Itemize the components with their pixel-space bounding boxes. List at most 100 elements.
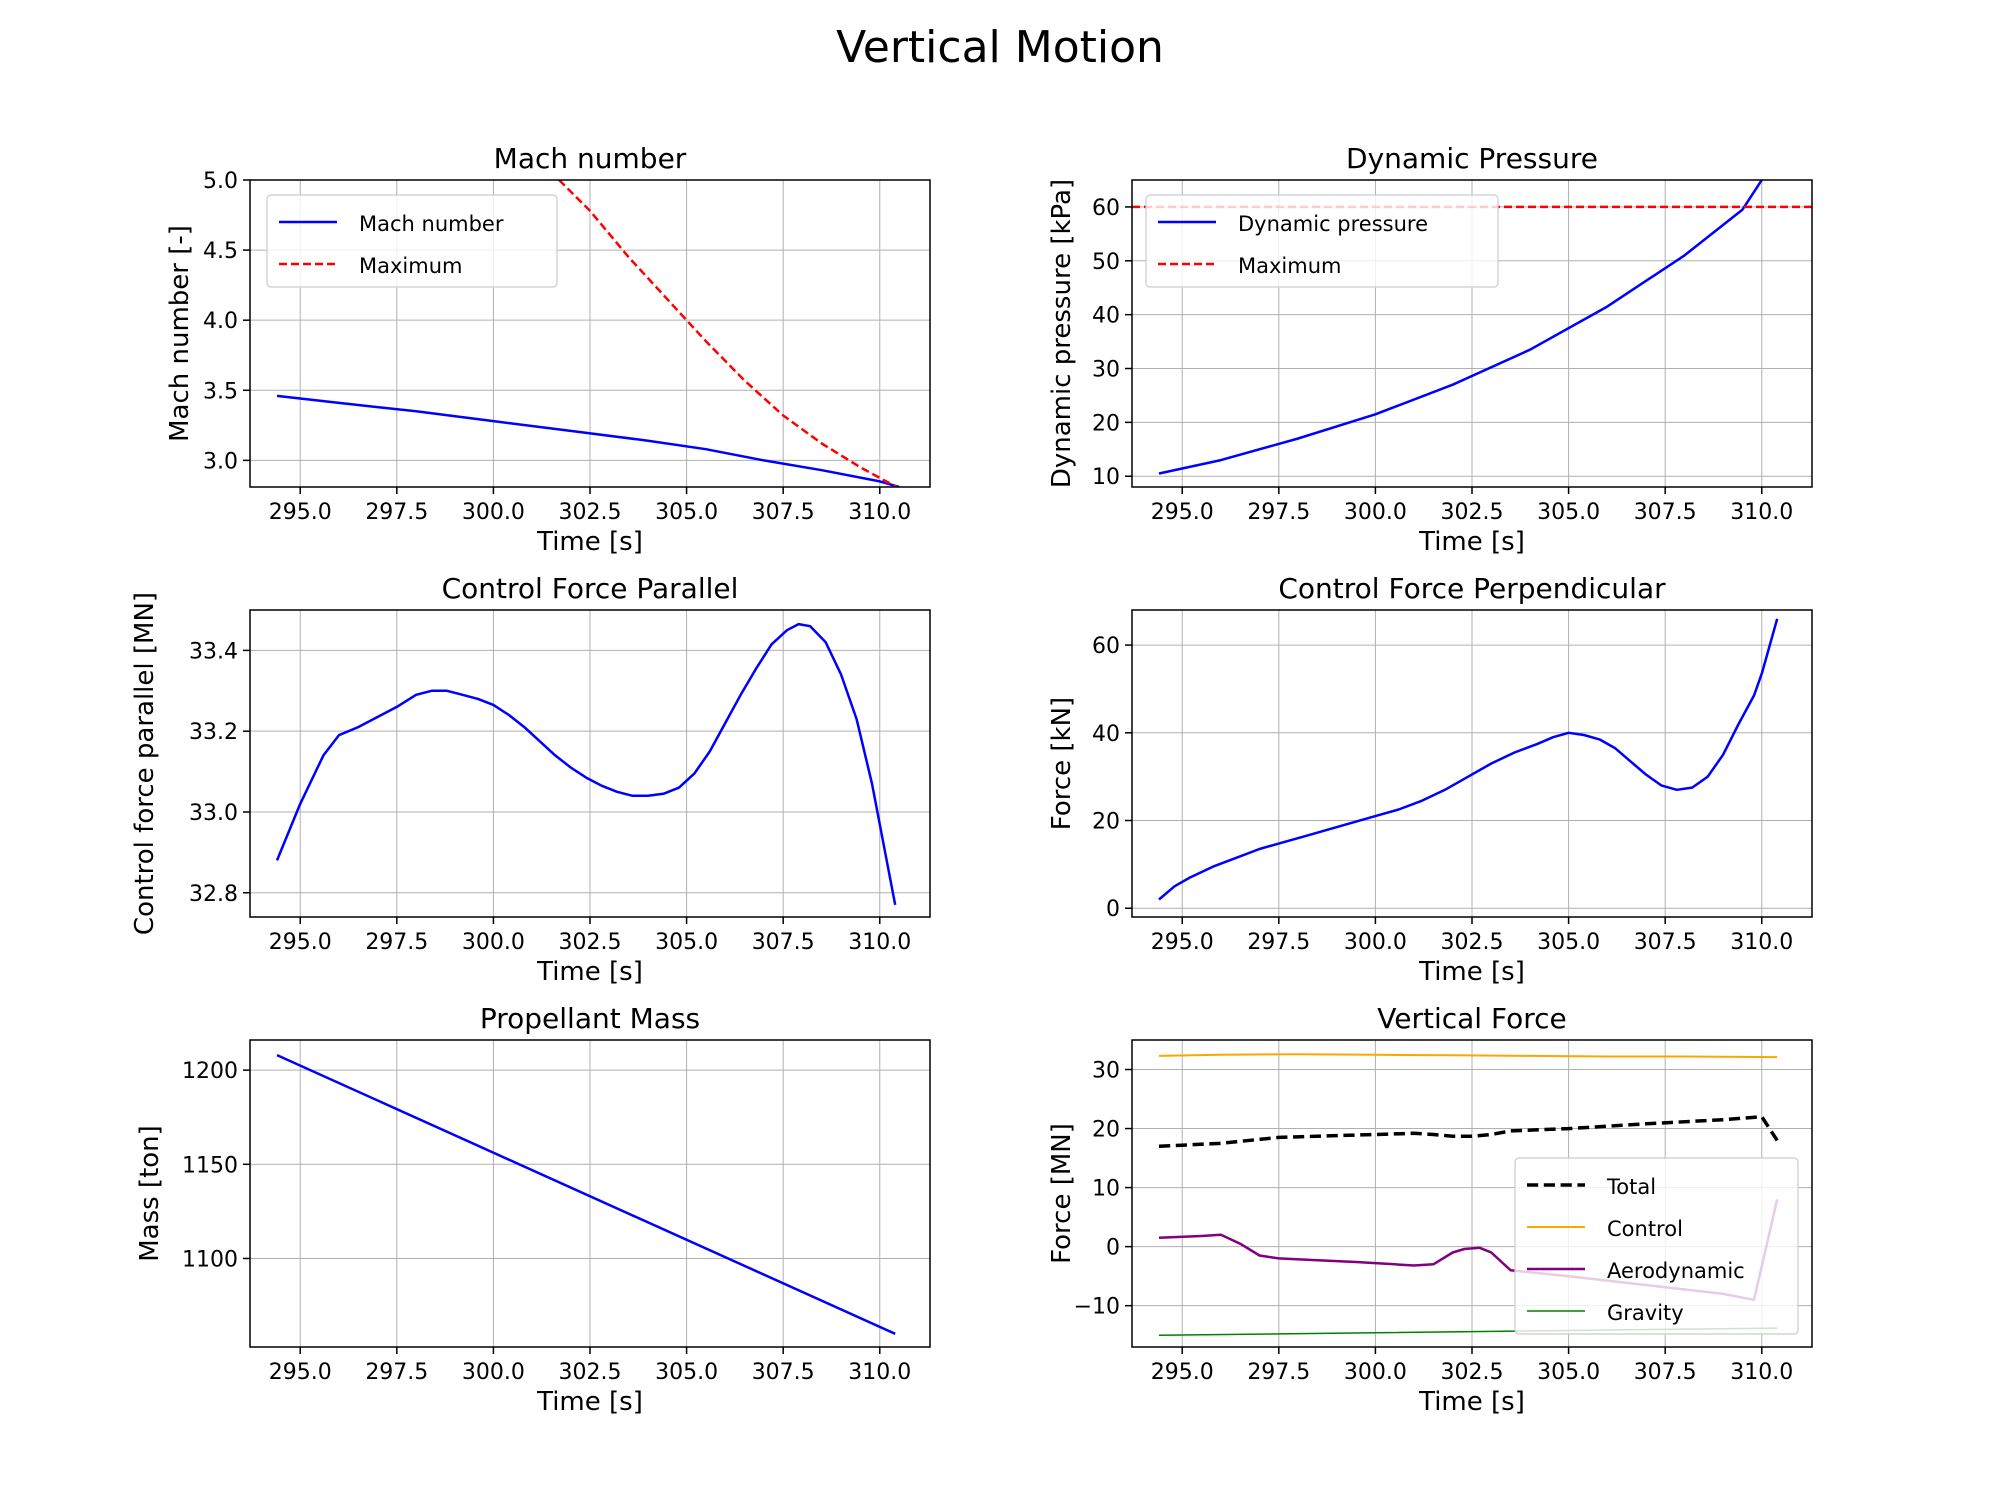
legend-box <box>1145 194 1499 288</box>
x-tick-label: 305.0 <box>1537 1360 1600 1385</box>
x-tick-label: 297.5 <box>365 930 428 955</box>
series-line-total <box>1158 1115 1779 1149</box>
y-tick-label: 50 <box>1092 250 1120 275</box>
x-axis-label: Time [s] <box>1418 527 1525 557</box>
x-tick-label: 300.0 <box>1344 500 1407 525</box>
y-tick-label: 10 <box>1092 465 1120 490</box>
y-tick-label: 32.8 <box>189 882 238 907</box>
panel-dynp: 295.0 297.5 300.0 302.5 305.0 307.5 310.0 10 20 3… <box>1047 142 1813 557</box>
subplot-title: Control Force Parallel <box>442 572 739 605</box>
x-tick-label: 297.5 <box>365 1360 428 1385</box>
legend: Total Control Aerodynamic Gravity <box>1514 1157 1799 1335</box>
legend-box <box>266 194 558 288</box>
legend: Dynamic pressure Maximum <box>1145 194 1499 288</box>
x-tick-label: 295.0 <box>269 1360 332 1385</box>
x-tick-label: 305.0 <box>655 930 718 955</box>
legend-label: Aerodynamic <box>1607 1259 1745 1283</box>
x-tick-label: 310.0 <box>1730 500 1793 525</box>
grid <box>250 610 930 917</box>
y-tick-label: 20 <box>1092 411 1120 436</box>
series-line-control <box>1158 1053 1778 1059</box>
x-axis-label: Time [s] <box>536 957 643 987</box>
x-tick-label: 307.5 <box>1634 500 1697 525</box>
x-axis-label: Time [s] <box>536 527 643 557</box>
y-tick-label: 1100 <box>182 1247 238 1272</box>
y-axis-label: Dynamic pressure [kPa] <box>1047 179 1077 488</box>
x-tick-label: 300.0 <box>462 1360 525 1385</box>
figure-title: Vertical Motion <box>836 22 1164 73</box>
x-tick-label: 307.5 <box>1634 930 1697 955</box>
x-tick-label: 310.0 <box>848 1360 911 1385</box>
y-tick-label: 5.0 <box>203 169 238 194</box>
grid <box>250 1040 930 1347</box>
y-tick-label: 30 <box>1092 1059 1120 1084</box>
y-tick-label: 33.0 <box>189 801 238 826</box>
y-tick-label: −10 <box>1074 1295 1120 1320</box>
y-axis-label: Force [MN] <box>1047 1123 1077 1264</box>
x-tick-label: 295.0 <box>269 930 332 955</box>
x-tick-label: 297.5 <box>1247 1360 1310 1385</box>
series-line-mass <box>276 1053 896 1335</box>
x-axis-label: Time [s] <box>1418 957 1525 987</box>
series-group <box>276 1053 896 1335</box>
x-tick-label: 307.5 <box>1634 1360 1697 1385</box>
x-tick-label: 305.0 <box>1537 500 1600 525</box>
series-group <box>275 622 897 906</box>
x-tick-label: 300.0 <box>462 500 525 525</box>
x-tick-label: 297.5 <box>1247 500 1310 525</box>
y-tick-label: 20 <box>1092 810 1120 835</box>
subplot-title: Control Force Perpendicular <box>1278 572 1666 605</box>
x-tick-label: 310.0 <box>848 500 911 525</box>
y-axis-label: Mach number [-] <box>165 225 195 442</box>
subplot-title: Dynamic Pressure <box>1346 142 1598 175</box>
subplot-title: Vertical Force <box>1377 1002 1566 1035</box>
y-tick-label: 0 <box>1106 897 1120 922</box>
legend-label: Total <box>1606 1175 1656 1199</box>
y-axis-label: Force [kN] <box>1047 697 1077 830</box>
y-tick-label: 3.5 <box>203 379 238 404</box>
x-tick-label: 295.0 <box>269 500 332 525</box>
x-tick-label: 302.5 <box>559 930 622 955</box>
grid <box>1132 610 1812 917</box>
legend-label: Mach number <box>359 212 504 236</box>
y-tick-label: 40 <box>1092 722 1120 747</box>
legend: Mach number Maximum <box>266 194 558 288</box>
x-tick-label: 310.0 <box>848 930 911 955</box>
y-axis-label: Mass [ton] <box>135 1125 165 1262</box>
y-tick-label: 0 <box>1106 1236 1120 1261</box>
legend-label: Control <box>1607 1217 1683 1241</box>
x-tick-label: 302.5 <box>1441 1360 1504 1385</box>
x-tick-label: 302.5 <box>1441 930 1504 955</box>
y-axis-label: Control force parallel [MN] <box>130 592 160 935</box>
x-tick-label: 297.5 <box>1247 930 1310 955</box>
series-line-cfpar <box>275 622 897 906</box>
x-tick-label: 302.5 <box>1441 500 1504 525</box>
x-tick-label: 305.0 <box>655 500 718 525</box>
panel-cfpar: 295.0 297.5 300.0 302.5 305.0 307.5 310.0 32.8 3… <box>130 572 931 987</box>
x-tick-label: 295.0 <box>1151 1360 1214 1385</box>
legend-label: Dynamic pressure <box>1238 212 1428 236</box>
panels: 295.0 297.5 300.0 302.5 305.0 307.5 310.03.03.… <box>130 142 1813 1417</box>
y-tick-label: 1150 <box>182 1153 238 1178</box>
x-tick-label: 297.5 <box>365 500 428 525</box>
legend-box <box>1514 1157 1799 1335</box>
panel-vforce: 295.0 297.5 300.0 302.5 305.0 307.5 310.0 −10 0 1… <box>1047 1002 1813 1417</box>
legend-label: Maximum <box>359 254 462 278</box>
y-tick-label: 1200 <box>182 1059 238 1084</box>
y-tick-label: 60 <box>1092 634 1120 659</box>
x-tick-label: 295.0 <box>1151 500 1214 525</box>
panel-mach: 295.0 297.5 300.0 302.5 305.0 307.5 310.0 3.0 3.… <box>165 142 931 557</box>
y-tick-label: 10 <box>1092 1177 1120 1202</box>
x-tick-label: 302.5 <box>559 500 622 525</box>
legend-label: Gravity <box>1607 1301 1684 1325</box>
x-tick-label: 310.0 <box>1730 1360 1793 1385</box>
y-tick-label: 30 <box>1092 358 1120 383</box>
x-tick-label: 307.5 <box>752 930 815 955</box>
series-line-cfperp <box>1158 618 1779 901</box>
panel-cfperp: 295.0 297.5 300.0 302.5 305.0 307.5 310.0 0 20 40… <box>1047 572 1813 987</box>
series-group <box>1158 618 1779 901</box>
panel-mass: 295.0 297.5 300.0 302.5 305.0 307.5 310.0 1100 1… <box>135 1002 931 1417</box>
x-tick-label: 302.5 <box>559 1360 622 1385</box>
x-tick-label: 300.0 <box>1344 930 1407 955</box>
subplot-title: Mach number <box>494 142 687 175</box>
